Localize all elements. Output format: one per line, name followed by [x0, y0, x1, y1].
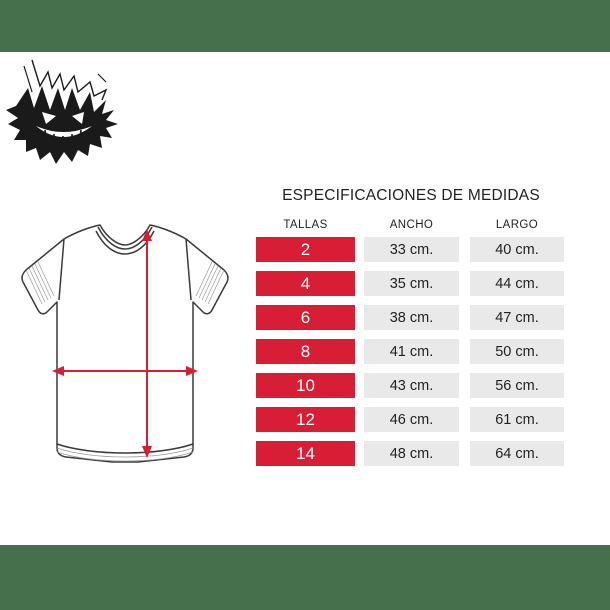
tshirt-diagram	[12, 212, 238, 480]
column-header-largo: LARGO	[495, 219, 539, 231]
cell-size: 4	[256, 271, 355, 296]
table-row: 6 38 cm. 47 cm.	[256, 305, 566, 330]
width-arrow	[52, 366, 198, 376]
table-header-row: TALLAS ANCHO LARGO	[256, 219, 566, 231]
cell-ancho: 35 cm.	[364, 271, 459, 296]
cell-largo: 61 cm.	[470, 407, 564, 432]
table-title: ESPECIFICACIONES DE MEDIDAS	[282, 187, 540, 204]
cell-ancho: 41 cm.	[364, 339, 459, 364]
cell-largo: 50 cm.	[470, 339, 564, 364]
cell-ancho: 43 cm.	[364, 373, 459, 398]
table-row: 8 41 cm. 50 cm.	[256, 339, 566, 364]
table-row: 4 35 cm. 44 cm.	[256, 271, 566, 296]
cell-ancho: 46 cm.	[364, 407, 459, 432]
cell-size: 14	[256, 441, 355, 466]
cell-size: 8	[256, 339, 355, 364]
gengar-silhouette-logo	[2, 52, 124, 170]
cell-largo: 47 cm.	[470, 305, 564, 330]
cell-largo: 44 cm.	[470, 271, 564, 296]
measurements-table: ESPECIFICACIONES DE MEDIDAS TALLAS ANCHO…	[256, 187, 566, 475]
table-row: 10 43 cm. 56 cm.	[256, 373, 566, 398]
cell-ancho: 48 cm.	[364, 441, 459, 466]
column-header-ancho: ANCHO	[389, 219, 434, 231]
column-header-tallas: TALLAS	[283, 219, 328, 231]
cell-size: 10	[256, 373, 355, 398]
cell-ancho: 38 cm.	[364, 305, 459, 330]
table-row: 12 46 cm. 61 cm.	[256, 407, 566, 432]
cell-size: 6	[256, 305, 355, 330]
cell-largo: 56 cm.	[470, 373, 564, 398]
cell-ancho: 33 cm.	[364, 237, 459, 262]
cell-size: 2	[256, 237, 355, 262]
cell-size: 12	[256, 407, 355, 432]
size-chart-canvas: ESPECIFICACIONES DE MEDIDAS TALLAS ANCHO…	[0, 52, 610, 545]
letterbox-top	[0, 0, 610, 52]
length-arrow	[142, 229, 152, 458]
cell-largo: 40 cm.	[470, 237, 564, 262]
table-row: 2 33 cm. 40 cm.	[256, 237, 566, 262]
table-row: 14 48 cm. 64 cm.	[256, 441, 566, 466]
letterbox-bottom	[0, 545, 610, 610]
cell-largo: 64 cm.	[470, 441, 564, 466]
